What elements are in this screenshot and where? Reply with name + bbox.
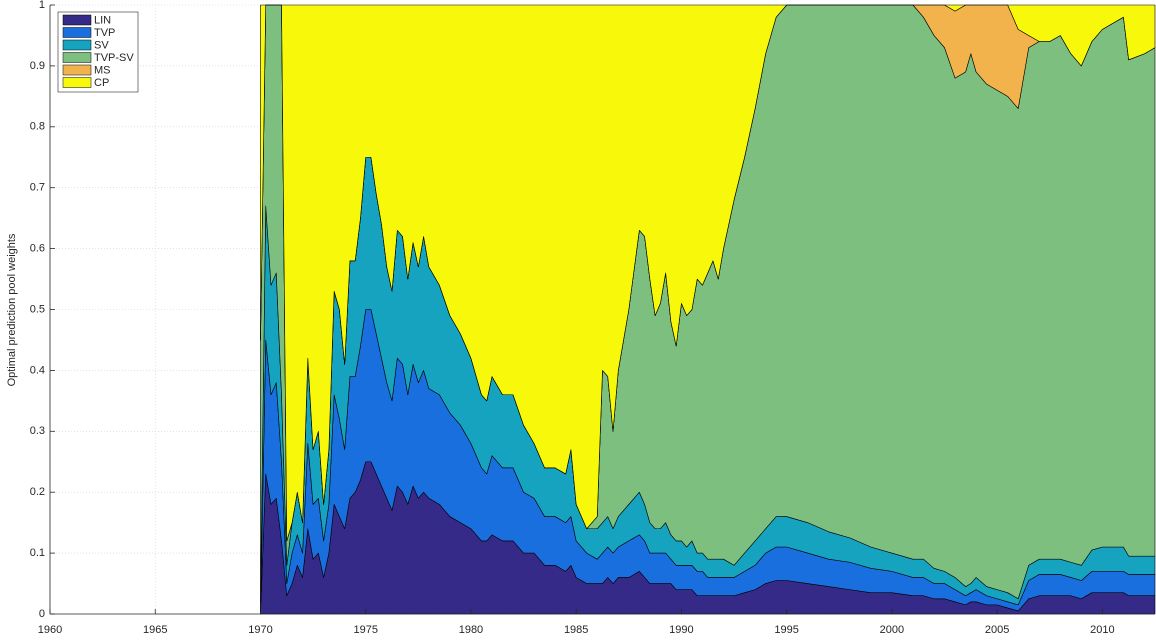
x-tick-label: 1985 xyxy=(564,624,588,636)
x-tick-label: 1965 xyxy=(143,624,167,636)
y-tick-label: 0.3 xyxy=(30,425,45,437)
x-tick-label: 2005 xyxy=(985,624,1009,636)
legend-label: TVP-SV xyxy=(94,52,134,64)
x-tick-label: 1970 xyxy=(248,624,272,636)
x-tick-label: 2000 xyxy=(880,624,904,636)
y-tick-label: 0.7 xyxy=(30,182,45,194)
y-tick-label: 0.6 xyxy=(30,243,45,255)
y-tick-label: 1 xyxy=(39,0,45,11)
x-tick-label: 1960 xyxy=(38,624,62,636)
x-tick-label: 1975 xyxy=(353,624,377,636)
area xyxy=(260,4,1156,542)
y-tick-label: 0.1 xyxy=(30,547,45,559)
y-tick-label: 0.5 xyxy=(30,303,45,315)
legend-swatch xyxy=(62,27,92,38)
y-axis-label: Optimal prediction pool weights xyxy=(6,233,18,386)
x-tick-label: 1990 xyxy=(669,624,693,636)
x-tick-label: 1980 xyxy=(459,624,483,636)
legend-label: SV xyxy=(94,39,109,51)
legend-swatch xyxy=(62,39,92,51)
x-tick-label: 1995 xyxy=(774,624,798,636)
x-tick-label: 2010 xyxy=(1090,624,1114,636)
legend-label: MS xyxy=(94,64,111,76)
legend-label: CP xyxy=(94,77,109,89)
legend-label: TVP xyxy=(94,27,115,39)
legend-swatch xyxy=(62,52,92,63)
legend-swatch xyxy=(62,77,92,88)
y-tick-label: 0.2 xyxy=(30,486,45,498)
y-tick-label: 0.8 xyxy=(30,121,45,133)
y-tick-label: 0.9 xyxy=(30,60,45,72)
y-tick-label: 0.4 xyxy=(30,364,45,376)
legend-swatch xyxy=(62,64,92,76)
legend-label: LIN xyxy=(94,14,111,26)
legend-swatch xyxy=(62,14,92,26)
y-tick-label: 0 xyxy=(39,608,45,620)
